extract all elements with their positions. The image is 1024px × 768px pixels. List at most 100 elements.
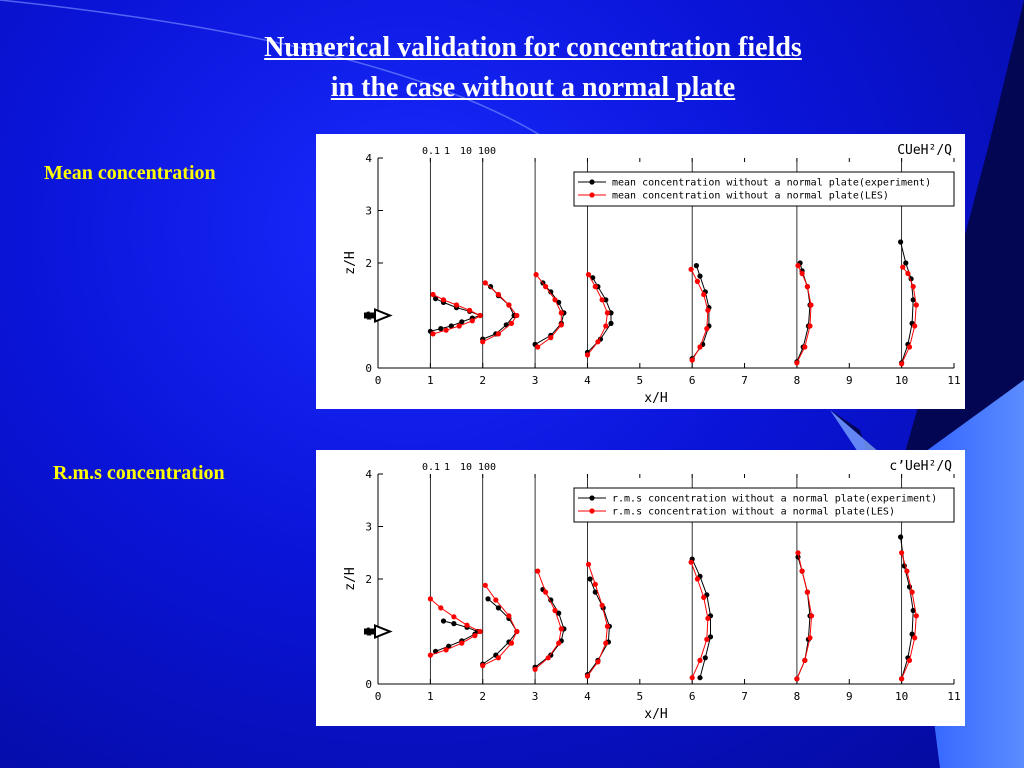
- data-point: [802, 657, 808, 663]
- data-point: [480, 339, 486, 345]
- y-tick-label: 4: [365, 468, 372, 481]
- data-point: [440, 618, 447, 624]
- profile-line: [430, 598, 482, 656]
- data-point: [558, 310, 564, 316]
- data-point: [506, 302, 512, 308]
- data-point: [603, 297, 609, 303]
- data-point: [697, 273, 703, 279]
- data-point: [592, 581, 598, 587]
- data-point: [506, 613, 512, 619]
- x-axis-label: x/H: [644, 391, 667, 406]
- data-point: [794, 676, 800, 682]
- data-point: [899, 361, 905, 367]
- data-point: [906, 344, 913, 350]
- data-point: [533, 272, 539, 278]
- data-point: [603, 640, 609, 646]
- data-point: [903, 260, 909, 266]
- scale-label: 1: [444, 462, 450, 473]
- data-point: [552, 297, 558, 303]
- legend-marker: [589, 179, 595, 185]
- data-point: [912, 635, 918, 641]
- legend-box: [573, 487, 955, 523]
- data-point: [438, 605, 444, 611]
- data-point: [603, 323, 609, 329]
- x-tick-label: 8: [794, 374, 801, 387]
- data-point: [485, 596, 491, 602]
- scale-label: 0.1: [422, 146, 440, 157]
- title-line-2: in the case without a normal plate: [330, 72, 736, 103]
- data-point: [495, 331, 501, 337]
- mean-concentration-chart: 0123456789101101234x/Hz/H0.1110100CUeH²/…: [316, 134, 965, 409]
- data-point: [604, 623, 610, 629]
- x-tick-label: 11: [947, 374, 960, 387]
- y-tick-label: 4: [365, 152, 372, 165]
- data-point: [535, 568, 541, 574]
- data-point: [693, 263, 699, 269]
- data-point: [464, 622, 470, 628]
- y-tick-label: 3: [365, 521, 372, 534]
- data-point: [704, 636, 710, 642]
- x-tick-label: 7: [741, 690, 748, 703]
- data-point: [912, 323, 918, 329]
- data-point: [701, 291, 707, 298]
- data-point: [592, 589, 598, 595]
- data-point: [809, 613, 815, 619]
- x-tick-label: 10: [895, 374, 908, 387]
- data-point: [427, 652, 433, 658]
- data-point: [548, 335, 554, 341]
- source-arrow-shaft: [364, 312, 376, 319]
- rms-concentration-label: R.m.s concentration: [53, 462, 225, 484]
- y-tick-label: 0: [365, 678, 372, 691]
- x-tick-label: 0: [375, 690, 382, 703]
- data-point: [599, 297, 605, 303]
- data-point: [701, 594, 707, 600]
- data-point: [608, 320, 614, 326]
- data-point: [808, 302, 814, 308]
- data-point: [794, 360, 800, 366]
- quantity-label: c’UeH²/Q: [889, 459, 952, 474]
- data-point: [795, 550, 801, 556]
- data-point: [495, 655, 501, 661]
- x-tick-label: 7: [741, 374, 748, 387]
- data-point: [453, 302, 460, 308]
- data-point: [697, 344, 703, 350]
- data-point: [913, 613, 919, 619]
- x-tick-label: 1: [427, 690, 434, 703]
- x-tick-label: 6: [689, 374, 696, 387]
- data-point: [456, 323, 462, 329]
- data-point: [543, 589, 549, 595]
- legend-marker: [589, 192, 595, 198]
- data-point: [807, 323, 813, 329]
- data-point: [608, 310, 614, 316]
- data-point: [514, 312, 520, 319]
- x-tick-label: 9: [846, 374, 853, 387]
- legend-entry: r.m.s concentration without a normal pla…: [612, 507, 895, 518]
- data-point: [548, 289, 554, 295]
- data-point: [482, 582, 488, 588]
- x-tick-label: 6: [689, 690, 696, 703]
- source-arrow-head: [374, 308, 393, 323]
- data-point: [585, 561, 592, 567]
- data-point: [909, 589, 915, 595]
- data-point: [430, 331, 436, 337]
- data-point: [558, 322, 564, 328]
- data-point: [904, 568, 910, 574]
- x-tick-label: 4: [584, 374, 591, 387]
- data-point: [688, 559, 694, 565]
- data-point: [898, 534, 904, 540]
- y-axis-label: z/H: [343, 567, 358, 590]
- profile-line: [435, 620, 479, 652]
- data-point: [467, 307, 473, 313]
- legend-marker: [589, 495, 595, 501]
- data-point: [443, 647, 449, 653]
- data-point: [440, 297, 447, 303]
- data-point: [451, 621, 457, 627]
- data-point: [433, 296, 439, 302]
- data-point: [705, 615, 711, 621]
- data-point: [584, 673, 591, 679]
- source-arrow-shaft: [364, 628, 376, 635]
- data-point: [804, 589, 810, 595]
- x-tick-label: 3: [532, 690, 539, 703]
- profile-line: [430, 298, 482, 332]
- data-point: [910, 297, 916, 303]
